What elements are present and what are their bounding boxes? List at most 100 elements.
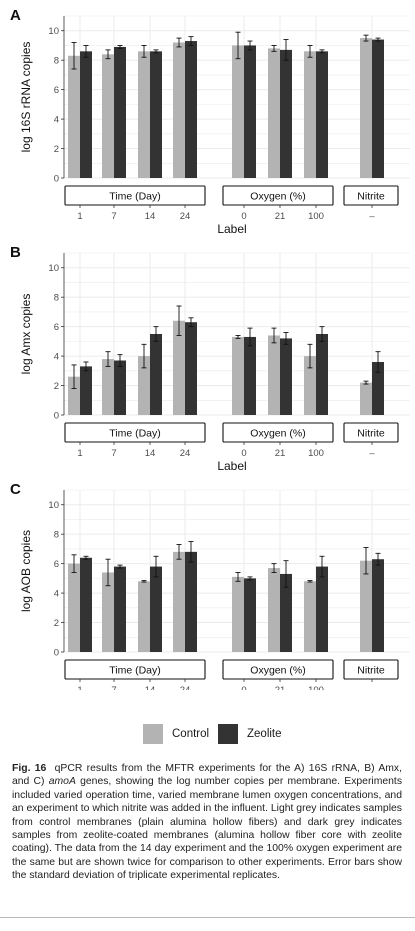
legend-item-control: Control — [143, 722, 209, 746]
x-tick-label: 1 — [77, 685, 82, 690]
x-tick-label: – — [369, 448, 375, 459]
bar-zeolite — [114, 46, 126, 178]
bar-zeolite — [244, 336, 256, 415]
x-tick-label: 21 — [275, 685, 286, 690]
x-tick-label: 24 — [180, 685, 191, 690]
legend-label-zeolite: Zeolite — [247, 728, 282, 740]
bar-control — [138, 581, 150, 652]
y-tick-label: 8 — [54, 530, 59, 541]
legend-label-control: Control — [172, 728, 210, 740]
y-tick-label: 6 — [54, 559, 59, 570]
bar-control — [304, 51, 316, 178]
bottom-divider — [0, 917, 415, 918]
group-strip-label: Time (Day) — [109, 428, 161, 440]
y-tick-label: 10 — [48, 500, 59, 511]
group-strip — [222, 422, 334, 443]
group-strip — [222, 185, 334, 206]
bar-control — [173, 551, 185, 652]
bar-control — [232, 336, 244, 415]
bar-zeolite — [280, 338, 292, 415]
x-tick-label: 24 — [180, 211, 191, 222]
bar-zeolite — [114, 360, 126, 415]
panel-letter: B — [10, 244, 21, 261]
bar-zeolite — [316, 51, 328, 178]
y-tick-label: 10 — [48, 263, 59, 274]
group-strip-label: Oxygen (%) — [250, 665, 305, 677]
x-axis-label: Label — [217, 222, 246, 236]
bar-zeolite — [80, 557, 92, 652]
bar-zeolite — [280, 49, 292, 178]
y-tick-label: 4 — [54, 352, 59, 363]
bar-zeolite — [372, 361, 384, 415]
y-tick-label: 8 — [54, 293, 59, 304]
bar-zeolite — [114, 566, 126, 652]
group-strip — [64, 422, 206, 443]
group-strip-label: Time (Day) — [109, 665, 161, 677]
bar-control — [68, 55, 80, 178]
caption-gene-name: amoA — [48, 776, 76, 788]
y-tick-label: 4 — [54, 589, 59, 600]
bar-zeolite — [316, 566, 328, 652]
panel-letter: C — [10, 481, 21, 498]
group-strip-label: Time (Day) — [109, 191, 161, 203]
x-tick-label: 14 — [145, 685, 156, 690]
bar-control — [173, 42, 185, 178]
x-tick-label: 100 — [308, 448, 324, 459]
caption-figure-label: Fig. 16 — [12, 763, 47, 774]
x-tick-label: 7 — [111, 448, 116, 459]
bar-zeolite — [316, 334, 328, 415]
bar-zeolite — [150, 566, 162, 652]
y-tick-label: 4 — [54, 115, 59, 126]
bar-control — [232, 576, 244, 652]
bar-zeolite — [185, 41, 197, 178]
group-strip — [343, 422, 399, 443]
legend-item-zeolite: Zeolite — [218, 722, 282, 746]
x-tick-label: 100 — [308, 211, 324, 222]
bar-control — [68, 563, 80, 652]
group-strip-label: Oxygen (%) — [250, 191, 305, 203]
bar-zeolite — [185, 551, 197, 652]
group-strip — [343, 659, 399, 680]
bar-control — [102, 54, 114, 178]
x-tick-label: 14 — [145, 448, 156, 459]
bar-control — [102, 572, 114, 652]
bar-zeolite — [80, 366, 92, 415]
x-tick-label: 100 — [308, 685, 324, 690]
group-strip — [343, 185, 399, 206]
bar-control — [360, 560, 372, 652]
x-tick-label: – — [369, 685, 375, 690]
caption-text-after: genes, showing the log number copies per… — [12, 776, 403, 882]
y-tick-label: 0 — [54, 174, 59, 185]
x-tick-label: 1 — [77, 448, 82, 459]
x-tick-label: 24 — [180, 448, 191, 459]
bar-control — [268, 48, 280, 179]
group-strip — [64, 185, 206, 206]
y-tick-label: 2 — [54, 381, 59, 392]
group-strip-label: Nitrite — [357, 191, 385, 203]
bar-zeolite — [150, 334, 162, 415]
bar-zeolite — [185, 322, 197, 415]
x-tick-label: 0 — [241, 685, 246, 690]
caption-text-before: qPCR results from the MFTR experiments f… — [12, 763, 402, 788]
legend-swatch-zeolite — [218, 724, 238, 744]
bar-zeolite — [372, 39, 384, 179]
figure-caption: Fig. 16 qPCR results from the MFTR exper… — [12, 762, 402, 883]
x-tick-label: 14 — [145, 211, 156, 222]
y-tick-label: 2 — [54, 618, 59, 629]
bar-control — [360, 382, 372, 415]
y-axis-label: log Amx copies — [19, 294, 33, 375]
bar-control — [232, 45, 244, 178]
bar-control — [268, 335, 280, 415]
bar-zeolite — [244, 578, 256, 652]
bar-zeolite — [80, 51, 92, 178]
bar-zeolite — [244, 45, 256, 178]
bar-control — [138, 356, 150, 415]
bar-control — [360, 38, 372, 178]
x-tick-label: 0 — [241, 448, 246, 459]
group-strip-label: Nitrite — [357, 665, 385, 677]
bar-zeolite — [280, 573, 292, 652]
bar-control — [173, 320, 185, 415]
y-axis-label: log AOB copies — [19, 530, 33, 612]
